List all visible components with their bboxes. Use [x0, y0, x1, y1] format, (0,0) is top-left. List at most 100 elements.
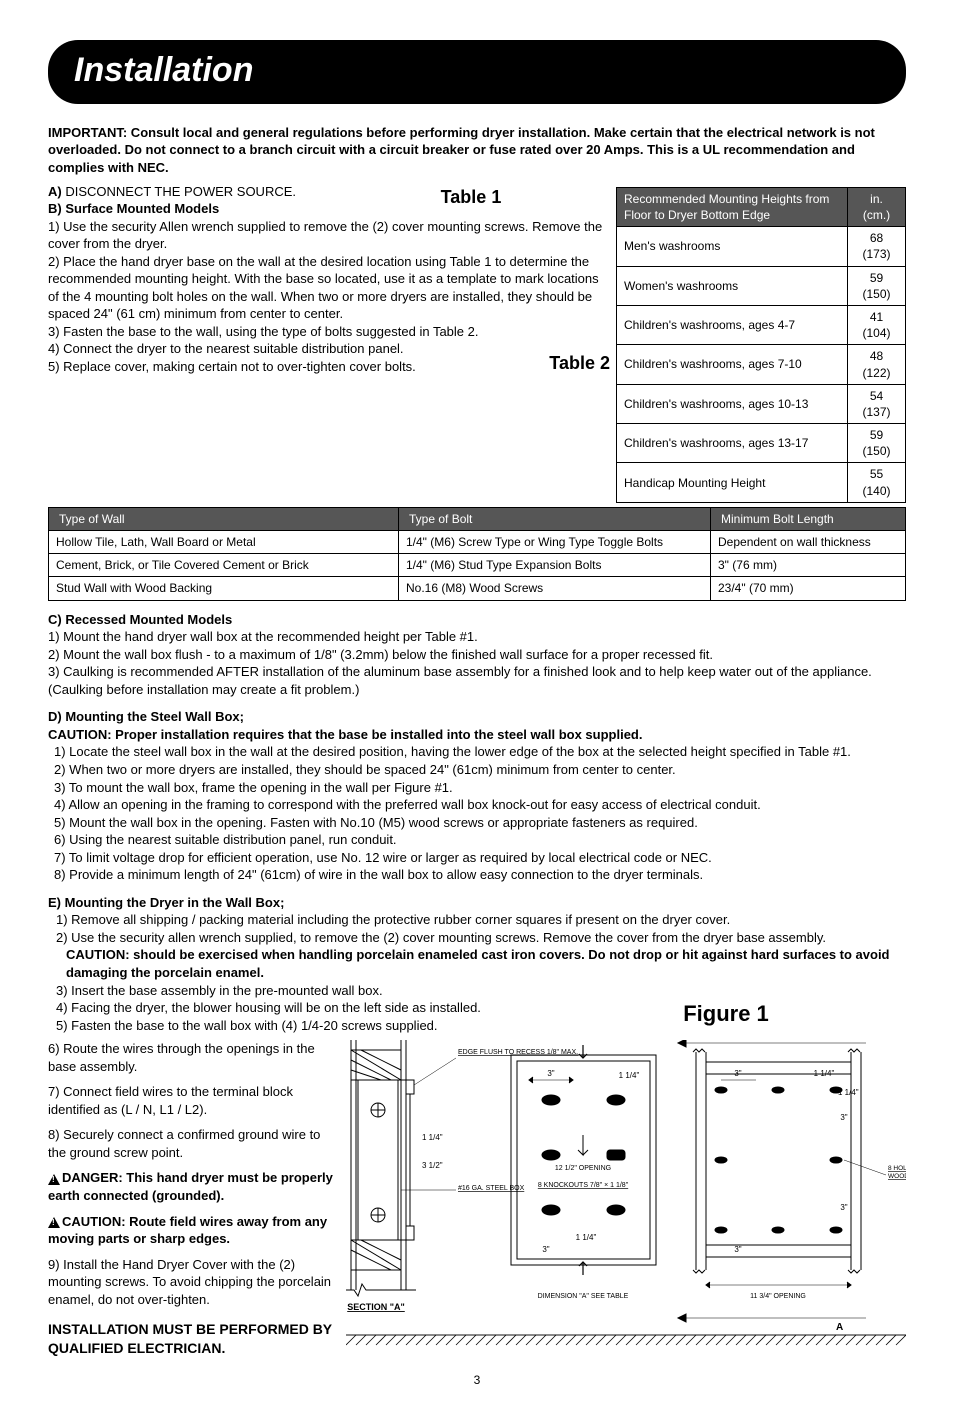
- caution2-text: CAUTION: Route field wires away from any…: [48, 1214, 327, 1247]
- table-cell: Children's washrooms, ages 4-7: [617, 305, 848, 344]
- table-cell: 59 (150): [848, 424, 906, 463]
- svg-text:12 1/2" OPENING: 12 1/2" OPENING: [555, 1165, 611, 1172]
- svg-text:3": 3": [840, 1203, 847, 1212]
- table-cell: 54 (137): [848, 384, 906, 423]
- svg-text:8 HOLES FOR #10WOOD SCREWS: 8 HOLES FOR #10WOOD SCREWS: [888, 1165, 906, 1180]
- svg-text:1 1/4": 1 1/4": [619, 1071, 640, 1080]
- lower-left-steps: 6) Route the wires through the openings …: [48, 1040, 336, 1358]
- step-e2: 2) Use the security allen wrench supplie…: [56, 929, 906, 947]
- figure-label: Figure 1: [546, 999, 906, 1030]
- table-cell: 55 (140): [848, 463, 906, 502]
- svg-text:SECTION "A": SECTION "A": [347, 1302, 405, 1312]
- step-c-text: Recessed Mounted Models: [65, 612, 232, 627]
- step-e1: 1) Remove all shipping / packing materia…: [56, 911, 906, 929]
- table1: Recommended Mounting Heights from Floor …: [616, 187, 906, 503]
- table-cell: Children's washrooms, ages 10-13: [617, 384, 848, 423]
- step-c-label: C): [48, 612, 62, 627]
- svg-text:3": 3": [547, 1069, 554, 1078]
- step-b3: 3) Fasten the base to the wall, using th…: [48, 323, 610, 341]
- step-e3: 3) Insert the base assembly in the pre-m…: [56, 982, 906, 1000]
- svg-text:3": 3": [734, 1069, 741, 1078]
- table-cell: Women's washrooms: [617, 266, 848, 305]
- step-a-label: A): [48, 184, 62, 199]
- step-d1: 1) Locate the steel wall box in the wall…: [54, 743, 906, 761]
- step-b1: 1) Use the security Allen wrench supplie…: [48, 218, 610, 253]
- step-e5: 5) Fasten the base to the wall box with …: [56, 1017, 538, 1035]
- page-title: Installation: [48, 40, 906, 104]
- table-cell: Children's washrooms, ages 13-17: [617, 424, 848, 463]
- step-e9: 9) Install the Hand Dryer Cover with the…: [48, 1256, 336, 1309]
- table2-header: Minimum Bolt Length: [711, 507, 906, 530]
- final-notice: INSTALLATION MUST BE PERFORMED BY QUALIF…: [48, 1320, 336, 1358]
- table-cell: 23/4" (70 mm): [711, 577, 906, 600]
- danger-text: DANGER: This hand dryer must be properly…: [48, 1170, 333, 1203]
- table-cell: Cement, Brick, or Tile Covered Cement or…: [49, 554, 399, 577]
- step-e7: 7) Connect field wires to the terminal b…: [48, 1083, 336, 1118]
- step-a-text: DISCONNECT THE POWER SOURCE.: [65, 184, 296, 199]
- step-d5: 5) Mount the wall box in the opening. Fa…: [54, 814, 906, 832]
- svg-text:DIMENSION "A" SEE TABLE: DIMENSION "A" SEE TABLE: [538, 1293, 629, 1300]
- table-cell: 1/4" (M6) Stud Type Expansion Bolts: [399, 554, 711, 577]
- table1-label: Table 1: [326, 185, 616, 209]
- table-cell: 41 (104): [848, 305, 906, 344]
- table-cell: 1/4" (M6) Screw Type or Wing Type Toggle…: [399, 531, 711, 554]
- svg-text:A: A: [801, 1040, 808, 1043]
- svg-text:3": 3": [840, 1113, 847, 1122]
- left-column: A) DISCONNECT THE POWER SOURCE. B) Surfa…: [48, 183, 610, 503]
- table-cell: 68 (173): [848, 227, 906, 266]
- warning-icon: [48, 1217, 60, 1228]
- table2: Type of Wall Type of Bolt Minimum Bolt L…: [48, 507, 906, 601]
- step-d6: 6) Using the nearest suitable distributi…: [54, 831, 906, 849]
- page-number: 3: [48, 1372, 906, 1388]
- step-d-label: D): [48, 709, 62, 724]
- step-c3: 3) Caulking is recommended AFTER install…: [48, 663, 906, 698]
- step-d-text: Mounting the Steel Wall Box;: [65, 709, 244, 724]
- table1-header1: Recommended Mounting Heights from Floor …: [617, 187, 848, 226]
- svg-text:3 1/2": 3 1/2": [422, 1161, 443, 1170]
- table2-header: Type of Wall: [49, 507, 399, 530]
- step-b5: 5) Replace cover, making certain not to …: [48, 358, 479, 376]
- svg-text:1 1/4": 1 1/4": [422, 1133, 443, 1142]
- table2-label: Table 2: [549, 351, 610, 375]
- warning-icon: [48, 1174, 60, 1185]
- step-b-label: B): [48, 201, 62, 216]
- svg-text:A: A: [836, 1322, 843, 1333]
- table-cell: 59 (150): [848, 266, 906, 305]
- svg-text:3": 3": [542, 1245, 549, 1254]
- svg-text:#16 GA. STEEL BOX: #16 GA. STEEL BOX: [458, 1185, 525, 1192]
- figure-1: floor: [346, 1040, 906, 1358]
- svg-text:11 3/4" OPENING: 11 3/4" OPENING: [750, 1293, 806, 1300]
- step-e4: 4) Facing the dryer, the blower housing …: [56, 999, 538, 1017]
- step-e8: 8) Securely connect a confirmed ground w…: [48, 1126, 336, 1161]
- table-cell: Handicap Mounting Height: [617, 463, 848, 502]
- svg-text:1 1/4": 1 1/4": [814, 1069, 835, 1078]
- svg-text:1 1/4": 1 1/4": [838, 1088, 859, 1097]
- table-cell: No.16 (M8) Wood Screws: [399, 577, 711, 600]
- table-cell: Dependent on wall thickness: [711, 531, 906, 554]
- step-d8: 8) Provide a minimum length of 24" (61cm…: [54, 866, 906, 884]
- step-b-text: Surface Mounted Models: [65, 201, 219, 216]
- step-b4: 4) Connect the dryer to the nearest suit…: [48, 340, 479, 358]
- step-c2: 2) Mount the wall box flush - to a maxim…: [48, 646, 906, 664]
- step-d2: 2) When two or more dryers are installed…: [54, 761, 906, 779]
- step-d7: 7) To limit voltage drop for efficient o…: [54, 849, 906, 867]
- svg-text:3": 3": [734, 1245, 741, 1254]
- step-e-text: Mounting the Dryer in the Wall Box;: [65, 895, 285, 910]
- right-column: Table 1 Recommended Mounting Heights fro…: [616, 183, 906, 503]
- step-d-caution: CAUTION: Proper installation requires th…: [48, 726, 906, 744]
- step-e-label: E): [48, 895, 61, 910]
- table1-header2: in. (cm.): [848, 187, 906, 226]
- important-notice: IMPORTANT: Consult local and general reg…: [48, 124, 906, 177]
- step-e6: 6) Route the wires through the openings …: [48, 1040, 336, 1075]
- step-d4: 4) Allow an opening in the framing to co…: [54, 796, 906, 814]
- step-b2: 2) Place the hand dryer base on the wall…: [48, 253, 610, 323]
- table2-header: Type of Bolt: [399, 507, 711, 530]
- table-cell: Men's washrooms: [617, 227, 848, 266]
- table-cell: Stud Wall with Wood Backing: [49, 577, 399, 600]
- table-cell: Children's washrooms, ages 7-10: [617, 345, 848, 384]
- step-d3: 3) To mount the wall box, frame the open…: [54, 779, 906, 797]
- step-c1: 1) Mount the hand dryer wall box at the …: [48, 628, 906, 646]
- step-e-caution: CAUTION: should be exercised when handli…: [56, 946, 906, 981]
- table-cell: Hollow Tile, Lath, Wall Board or Metal: [49, 531, 399, 554]
- svg-text:8 KNOCKOUTS 7/8" × 1 1/8": 8 KNOCKOUTS 7/8" × 1 1/8": [538, 1182, 629, 1189]
